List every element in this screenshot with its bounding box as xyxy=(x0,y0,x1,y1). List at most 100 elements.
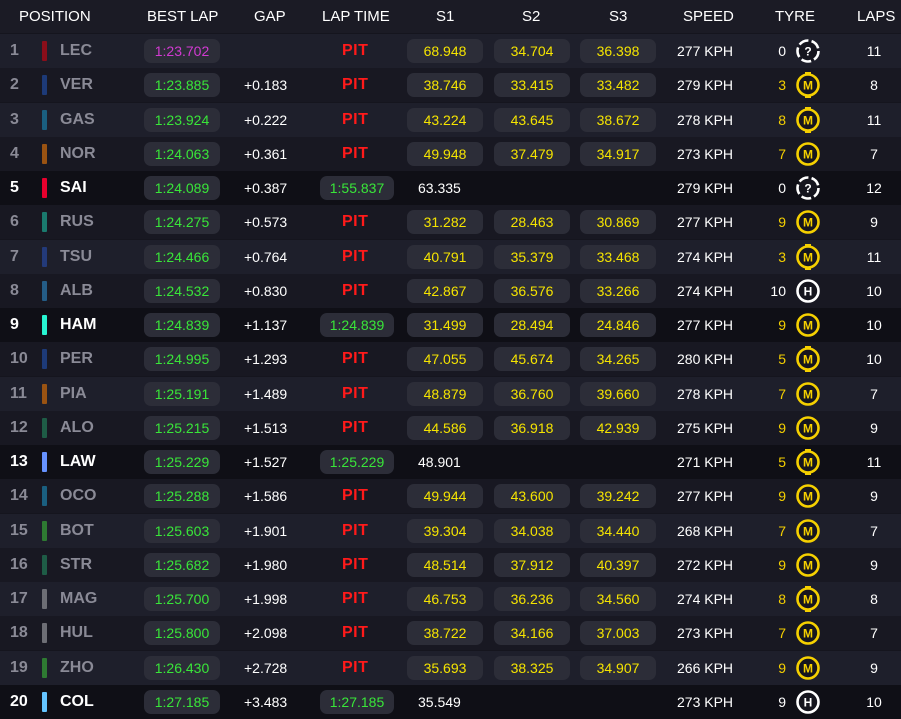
table-row[interactable]: 3 GAS 1:23.924 +0.222 PIT 43.224 43.645 38.672 2… xyxy=(0,102,901,137)
sector-3-pill: 36.398 xyxy=(580,39,656,63)
table-row[interactable]: 19 ZHO 1:26.430 +2.728 PIT 35.693 38.325 34.907… xyxy=(0,650,901,685)
header-lap-time[interactable]: LAP TIME xyxy=(322,8,390,25)
gap-value: +0.183 xyxy=(244,77,288,94)
table-row[interactable]: 16 STR 1:25.682 +1.980 PIT 48.514 37.912 40.397… xyxy=(0,547,901,582)
speed-value: 274 KPH xyxy=(677,248,734,265)
table-row[interactable]: 10 PER 1:24.995 +1.293 PIT 47.055 45.674 34.265… xyxy=(0,342,901,377)
gap-value: +3.483 xyxy=(244,693,288,710)
table-row[interactable]: 13 LAW 1:25.229 +1.527 1:25.229 48.901 271 KPH… xyxy=(0,445,901,479)
pit-indicator: PIT xyxy=(342,521,369,539)
position-number: 13 xyxy=(10,453,28,470)
laps-value: 7 xyxy=(870,385,878,402)
table-row[interactable]: 11 PIA 1:25.191 +1.489 PIT 48.879 36.760 39.660… xyxy=(0,376,901,411)
sector-2-pill: 35.379 xyxy=(494,244,570,269)
table-row[interactable]: 6 RUS 1:24.275 +0.573 PIT 31.282 28.463 30.869 2… xyxy=(0,205,901,240)
tyre-compound-letter: M xyxy=(803,421,813,435)
tyre-compound-letter: M xyxy=(803,216,813,230)
driver-code[interactable]: RUS xyxy=(60,213,94,231)
best-lap-pill: 1:23.702 xyxy=(144,39,220,63)
best-lap-pill: 1:24.532 xyxy=(144,278,220,303)
gap-value: +1.980 xyxy=(244,556,288,573)
driver-code[interactable]: SAI xyxy=(60,179,87,196)
table-row[interactable]: 14 OCO 1:25.288 +1.586 PIT 49.944 43.600 39.242… xyxy=(0,479,901,514)
driver-code[interactable]: COL xyxy=(60,692,94,710)
table-row[interactable]: 20 COL 1:27.185 +3.483 1:27.185 35.549 273 KPH… xyxy=(0,684,901,719)
sector-2-pill: 34.704 xyxy=(494,39,570,63)
table-row[interactable]: 1 LEC 1:23.702 PIT 68.948 34.704 36.398 277 KPH… xyxy=(0,34,901,68)
tyre-compound-letter: M xyxy=(803,592,813,606)
pit-indicator: PIT xyxy=(342,555,369,573)
sector-2-pill: 36.236 xyxy=(494,587,570,611)
driver-code[interactable]: ZHO xyxy=(60,658,94,676)
laps-value: 9 xyxy=(870,488,878,505)
table-row[interactable]: 9 HAM 1:24.839 +1.137 1:24.839 31.499 28.494 24… xyxy=(0,308,901,342)
header-s1[interactable]: S1 xyxy=(436,8,455,25)
sector-2-pill: 36.576 xyxy=(494,278,570,303)
table-row[interactable]: 5 SAI 1:24.089 +0.387 1:55.837 63.335 279 KPH 0… xyxy=(0,171,901,205)
sector-1-pill: 38.722 xyxy=(407,621,483,646)
speed-value: 278 KPH xyxy=(677,385,734,402)
header-tyre[interactable]: TYRE xyxy=(775,8,816,25)
table-row[interactable]: 18 HUL 1:25.800 +2.098 PIT 38.722 34.166 37.003… xyxy=(0,616,901,651)
sector-2-pill: 34.166 xyxy=(494,621,570,646)
driver-code[interactable]: STR xyxy=(60,555,92,573)
team-color-bar xyxy=(42,383,47,404)
sector-2-pill: 34.038 xyxy=(494,518,570,543)
table-row[interactable]: 17 MAG 1:25.700 +1.998 PIT 46.753 36.236 34.560… xyxy=(0,582,901,616)
header-best-lap[interactable]: BEST LAP xyxy=(147,8,219,25)
driver-code[interactable]: MAG xyxy=(60,590,98,607)
sector-1-pill: 42.867 xyxy=(407,278,483,303)
team-color-bar xyxy=(42,691,47,712)
sector-1-pill: 48.514 xyxy=(407,552,483,577)
header-gap[interactable]: GAP xyxy=(254,8,286,25)
driver-code[interactable]: VER xyxy=(60,76,93,94)
team-color-bar xyxy=(42,143,47,164)
gap-value: +1.586 xyxy=(244,488,288,505)
table-row[interactable]: 8 ALB 1:24.532 +0.830 PIT 42.867 36.576 33.266 2… xyxy=(0,273,901,308)
tyre-medium-icon: M xyxy=(796,381,820,406)
header-s3[interactable]: S3 xyxy=(609,8,628,25)
team-color-bar xyxy=(42,623,47,644)
header-speed[interactable]: SPEED xyxy=(683,8,734,25)
driver-code[interactable]: OCO xyxy=(60,487,97,505)
table-row[interactable]: 7 TSU 1:24.466 +0.764 PIT 40.791 35.379 33.468 2… xyxy=(0,239,901,274)
driver-code[interactable]: BOT xyxy=(60,521,94,539)
sector-1-pill: 68.948 xyxy=(407,39,483,63)
gap-value: +1.513 xyxy=(244,419,288,436)
driver-code[interactable]: GAS xyxy=(60,110,95,128)
header-laps[interactable]: LAPS xyxy=(857,8,896,25)
table-row[interactable]: 15 BOT 1:25.603 +1.901 PIT 39.304 34.038 34.440… xyxy=(0,513,901,548)
header-s2[interactable]: S2 xyxy=(522,8,541,25)
driver-code[interactable]: PIA xyxy=(60,384,87,402)
driver-code[interactable]: HAM xyxy=(60,316,97,333)
driver-code[interactable]: PER xyxy=(60,350,93,368)
gap-value: +2.098 xyxy=(244,625,288,642)
laps-value: 10 xyxy=(866,351,882,368)
table-row[interactable]: 4 NOR 1:24.063 +0.361 PIT 49.948 37.479 34.917 2… xyxy=(0,136,901,171)
position-number: 2 xyxy=(10,76,19,94)
driver-code[interactable]: TSU xyxy=(60,247,92,265)
speed-value: 277 KPH xyxy=(677,317,734,333)
driver-code[interactable]: LEC xyxy=(60,42,92,59)
laps-value: 11 xyxy=(866,43,882,59)
pit-indicator: PIT xyxy=(342,76,369,94)
pit-indicator: PIT xyxy=(342,384,369,402)
position-number: 10 xyxy=(10,350,28,368)
gap-value: +0.573 xyxy=(244,214,288,231)
tyre-medium-new-icon: M xyxy=(796,243,820,270)
driver-code[interactable]: HUL xyxy=(60,624,93,642)
tyre-age: 3 xyxy=(778,77,786,94)
sector-2-pill: 33.415 xyxy=(494,73,570,98)
driver-code[interactable]: ALO xyxy=(60,418,94,436)
driver-code[interactable]: NOR xyxy=(60,144,96,162)
table-row[interactable]: 12 ALO 1:25.215 +1.513 PIT 44.586 36.918 42.939… xyxy=(0,410,901,445)
driver-code[interactable]: ALB xyxy=(60,281,93,299)
table-row[interactable]: 2 VER 1:23.885 +0.183 PIT 38.746 33.415 33.482 2… xyxy=(0,68,901,103)
laps-value: 9 xyxy=(870,659,878,676)
header-position[interactable]: POSITION xyxy=(19,8,91,25)
laps-value: 7 xyxy=(870,625,878,642)
speed-value: 279 KPH xyxy=(677,180,734,196)
tyre-medium-icon: M xyxy=(796,210,820,235)
driver-code[interactable]: LAW xyxy=(60,453,96,470)
sector-2-pill: 28.463 xyxy=(494,210,570,235)
